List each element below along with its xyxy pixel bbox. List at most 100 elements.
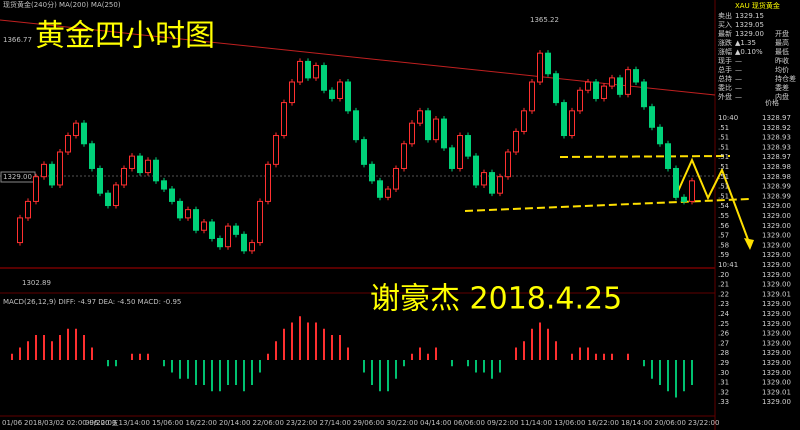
author-date: 谢豪杰 2018.4.25 xyxy=(370,282,622,317)
candle xyxy=(233,225,239,235)
tick-price: 1328.92 xyxy=(762,124,791,132)
candle xyxy=(633,69,639,83)
tick-price: 1329.01 xyxy=(762,290,791,298)
candle xyxy=(585,81,591,91)
time-label: 09/22:00 xyxy=(487,419,518,427)
quote-label: 涨幅 xyxy=(718,47,732,56)
candle xyxy=(409,122,415,145)
candle xyxy=(33,176,39,202)
tick-time: .59 xyxy=(718,251,729,259)
candle xyxy=(73,122,79,137)
tick-price: 1328.99 xyxy=(762,192,791,200)
candle xyxy=(601,85,607,99)
candle xyxy=(145,159,151,174)
tick-price: 1328.97 xyxy=(762,114,791,122)
candle xyxy=(553,73,559,104)
tick-time: .51 xyxy=(718,124,729,132)
candle xyxy=(449,147,455,169)
candle xyxy=(97,167,103,194)
tick-time: .20 xyxy=(718,271,729,279)
time-label: 01/06 xyxy=(2,419,23,427)
tick-price: 1328.98 xyxy=(762,173,791,181)
tick-price: 1329.00 xyxy=(762,251,791,259)
candle xyxy=(345,81,351,112)
time-label: 09/22:00 xyxy=(85,419,116,427)
candle xyxy=(249,242,255,252)
quote-value: 1329.05 xyxy=(735,21,764,29)
projection-arrow xyxy=(674,157,751,246)
candle xyxy=(569,110,575,137)
candle xyxy=(313,65,319,79)
quote-value: — xyxy=(735,93,742,101)
quote-label: 总持 xyxy=(718,74,732,83)
quote-label: 委差 xyxy=(775,83,789,92)
candle xyxy=(481,172,487,186)
tick-time: .24 xyxy=(718,310,730,318)
candle xyxy=(649,106,655,128)
candle xyxy=(321,65,327,91)
time-label: 20/14:00 xyxy=(219,419,250,427)
tick-time: .51 xyxy=(718,143,729,151)
tick-price: 1329.00 xyxy=(762,202,791,210)
candle xyxy=(473,155,479,186)
macd-label: MACD(26,12,9) DIFF: -4.97 DEA: -4.50 MAC… xyxy=(3,298,181,306)
low-label: 1302.89 xyxy=(22,279,51,287)
candle xyxy=(657,126,663,145)
candle xyxy=(337,81,343,99)
tick-price: 1329.00 xyxy=(762,320,791,328)
tick-price: 1329.00 xyxy=(762,398,791,406)
arrow-head xyxy=(744,238,754,250)
candle xyxy=(121,167,127,186)
quote-label: 内盘 xyxy=(775,92,789,101)
candle xyxy=(281,102,287,137)
tick-time: .28 xyxy=(718,349,729,357)
candle xyxy=(681,196,687,202)
tick-time: .21 xyxy=(718,281,729,289)
candle xyxy=(25,200,31,219)
candle xyxy=(457,135,463,169)
candle xyxy=(441,118,447,149)
tick-price: 1329.00 xyxy=(762,330,791,338)
time-label: 20/06:00 xyxy=(655,419,686,427)
quote-label: 最高 xyxy=(775,38,789,47)
candle xyxy=(561,102,567,137)
candle xyxy=(161,180,167,190)
candle xyxy=(617,77,623,95)
quote-label: 现手 xyxy=(718,56,732,65)
tick-price: 1328.98 xyxy=(762,163,791,171)
title: 黄金四小时图 xyxy=(35,19,215,54)
candle xyxy=(545,52,551,75)
time-label: 13/14:00 xyxy=(119,419,150,427)
tick-time: .51 xyxy=(718,134,729,142)
quote-label: 总手 xyxy=(718,65,732,74)
candle xyxy=(137,155,143,174)
tick-price: 1329.00 xyxy=(762,339,791,347)
candle xyxy=(665,143,671,169)
candle xyxy=(489,172,495,194)
quote-label: 持仓差 xyxy=(775,74,796,83)
candle xyxy=(529,81,535,112)
tick-time: .26 xyxy=(718,330,730,338)
tick-time: .58 xyxy=(718,241,729,249)
candle xyxy=(265,163,271,202)
current-price: 1329.00 xyxy=(3,173,32,181)
candle xyxy=(593,81,599,99)
candle xyxy=(393,167,399,190)
tick-time: .51 xyxy=(718,183,729,191)
tick-price: 1328.93 xyxy=(762,143,791,151)
candle xyxy=(377,180,383,198)
quote-label: 最低 xyxy=(775,47,789,56)
candle xyxy=(305,60,311,79)
tick-price: 1329.00 xyxy=(762,261,791,269)
candle xyxy=(105,192,111,207)
candle xyxy=(329,89,335,99)
quote-label: 卖出 xyxy=(718,11,732,20)
tick-price: 1329.00 xyxy=(762,241,791,249)
tick-price: 1329.00 xyxy=(762,222,791,230)
quote-label: 均价 xyxy=(775,65,789,74)
tick-time: .33 xyxy=(718,398,729,406)
candle xyxy=(361,139,367,165)
tick-time: .31 xyxy=(718,379,729,387)
quote-value: 1329.00 xyxy=(735,30,764,38)
